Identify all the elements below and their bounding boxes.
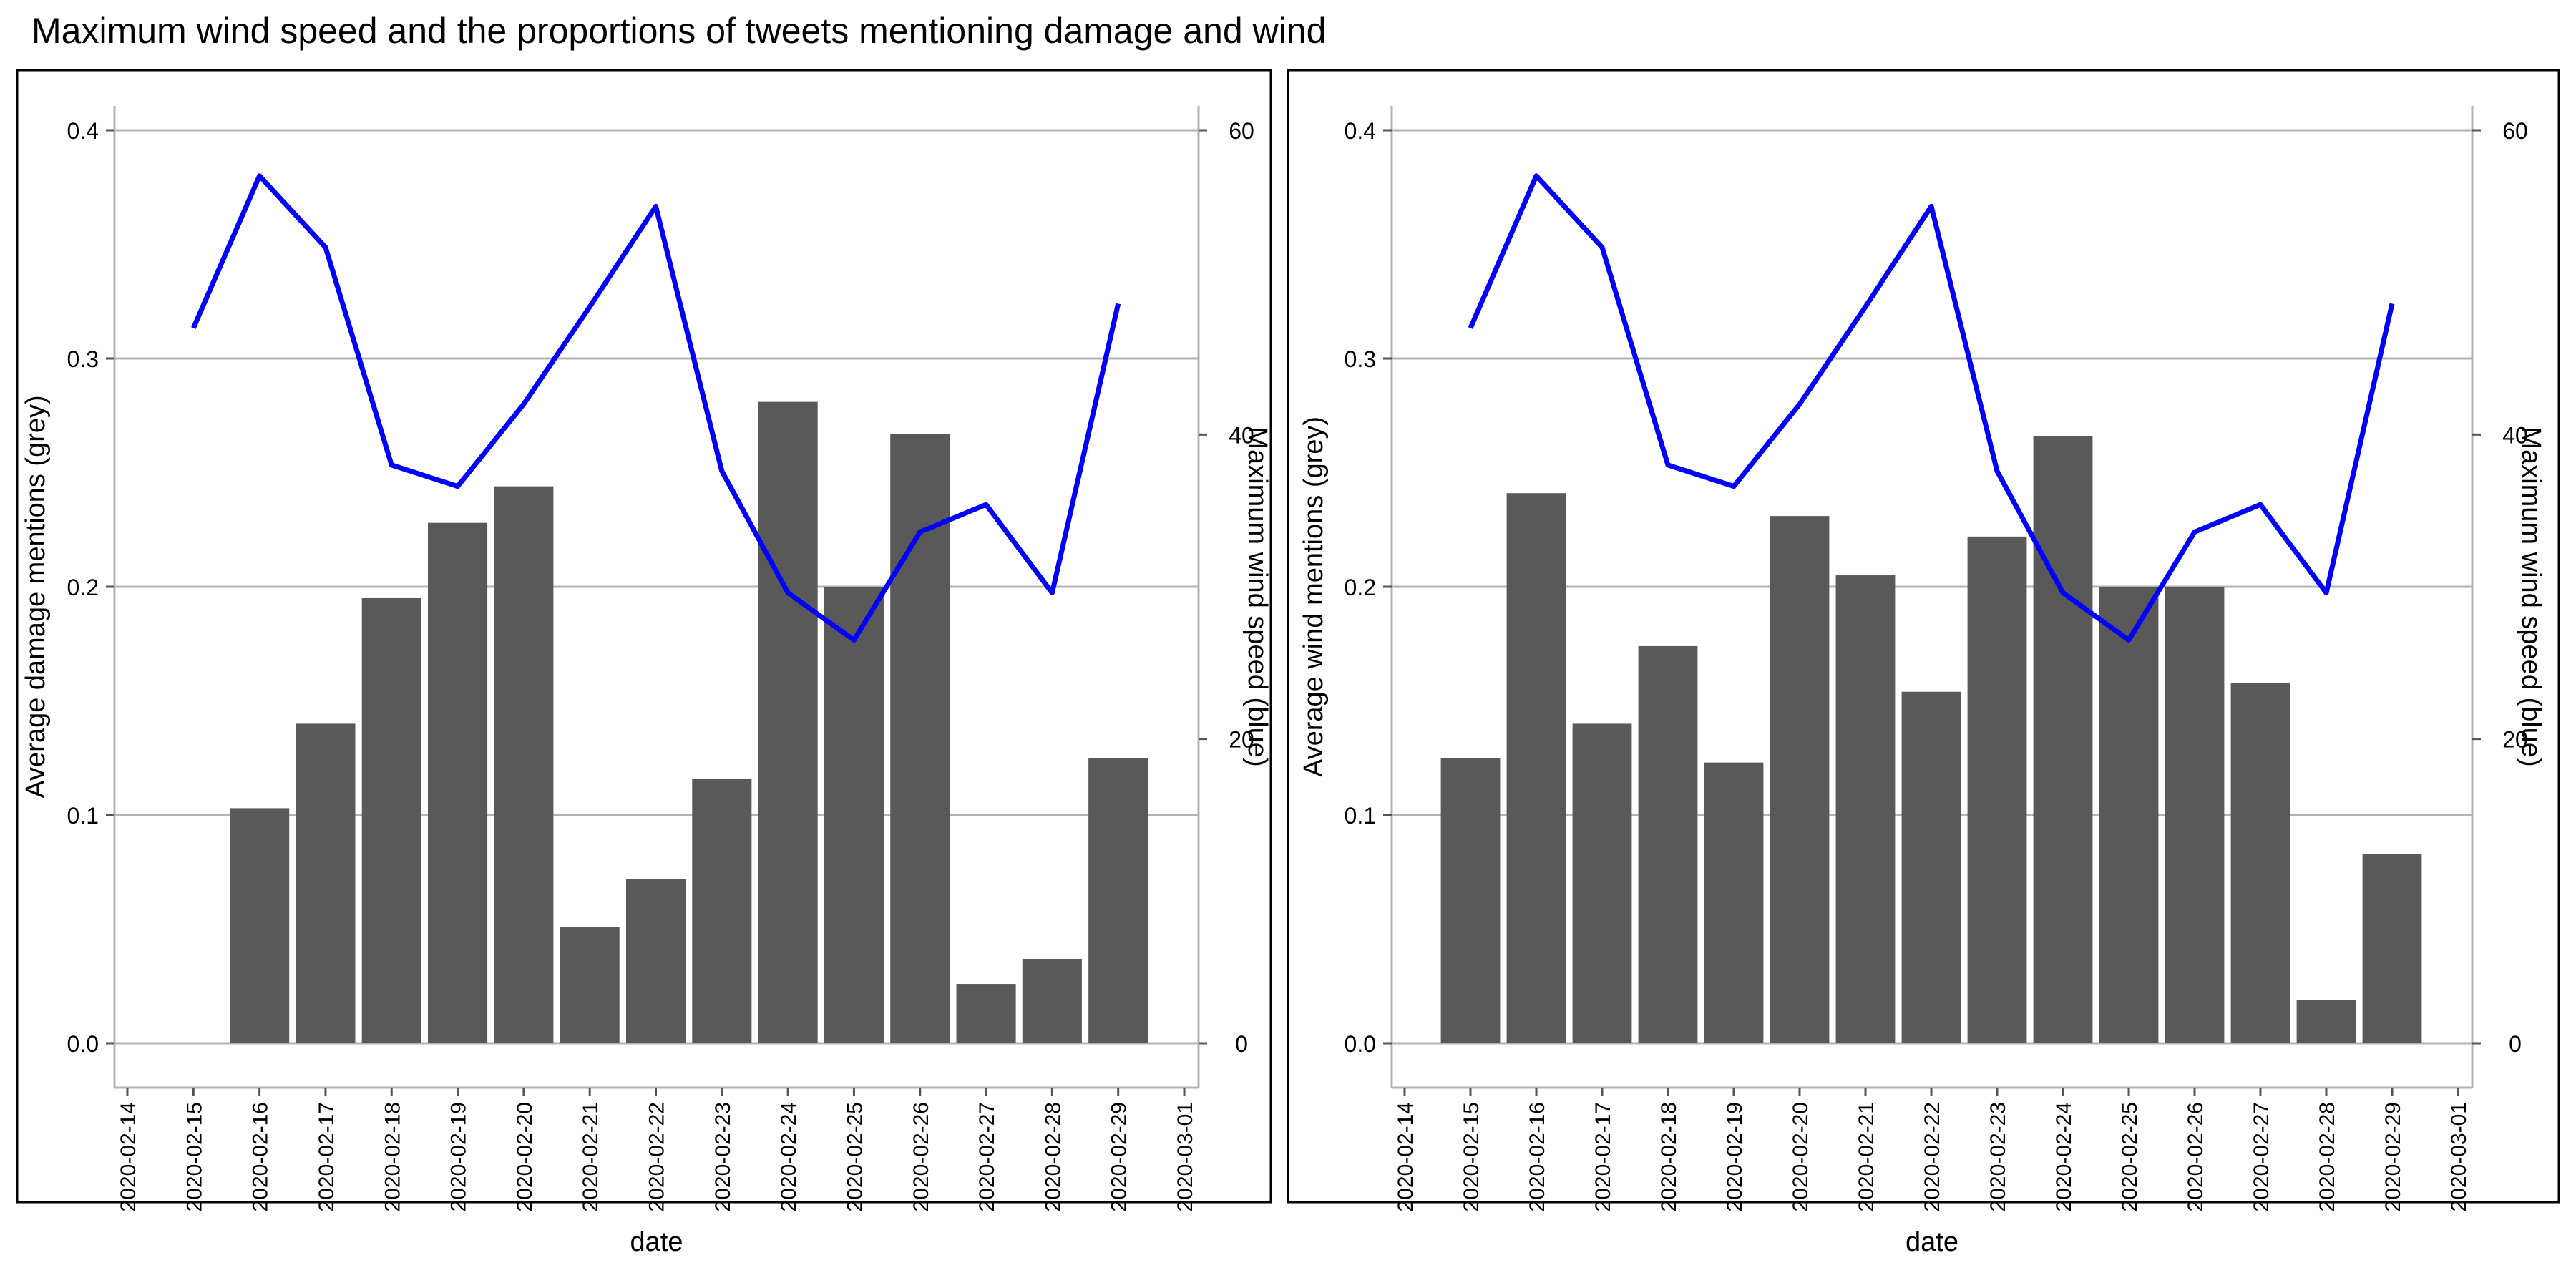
bar bbox=[1967, 536, 2027, 1043]
y2-tick-label: 0 bbox=[2509, 1031, 2522, 1057]
bar bbox=[1506, 493, 1566, 1043]
y-axis-title: Average wind mentions (grey) bbox=[1299, 416, 1329, 777]
wind-panel: 0.0 0.1 0.2 0.3 0.4 0 20 40 60 2020-02-14 2020-02-… bbox=[1287, 69, 2560, 1257]
bar bbox=[1835, 575, 1896, 1043]
x-tick-label: 2020-02-29 bbox=[1108, 1102, 1131, 1211]
y-tick-label: 0.3 bbox=[67, 346, 99, 372]
bar bbox=[494, 486, 554, 1043]
x-tick-label: 2020-02-23 bbox=[1986, 1102, 2010, 1211]
panel-frame bbox=[1287, 69, 2560, 1204]
x-tick-label: 2020-03-01 bbox=[2447, 1102, 2471, 1211]
bar bbox=[1770, 516, 1830, 1043]
figure-title: Maximum wind speed and the proportions o… bbox=[31, 11, 1327, 51]
x-tick-label: 2020-02-22 bbox=[645, 1102, 669, 1211]
x-tick-label: 2020-02-21 bbox=[1855, 1102, 1878, 1211]
wind-speed-line bbox=[1468, 173, 2395, 643]
y-tick-label: 0.4 bbox=[1345, 118, 1376, 144]
y-tick-label: 0.1 bbox=[1345, 803, 1376, 829]
x-tick-label: 2020-02-20 bbox=[513, 1102, 537, 1211]
bar bbox=[1022, 958, 1082, 1043]
x-tick-label: 2020-02-20 bbox=[1789, 1102, 1813, 1211]
bar bbox=[2165, 587, 2225, 1043]
bar bbox=[758, 401, 818, 1043]
bar bbox=[692, 778, 752, 1043]
x-tick-label: 2020-02-29 bbox=[2381, 1102, 2405, 1211]
y-tick-label: 0.0 bbox=[67, 1031, 99, 1057]
x-tick-label: 2020-02-16 bbox=[249, 1102, 273, 1211]
y-tick-label: 0.2 bbox=[1345, 575, 1376, 600]
x-tick-label: 2020-02-24 bbox=[2052, 1102, 2076, 1211]
bar bbox=[2033, 436, 2093, 1043]
bar bbox=[560, 927, 620, 1043]
x-tick-label: 2020-02-23 bbox=[711, 1102, 735, 1211]
x-tick-label: 2020-02-25 bbox=[2118, 1102, 2142, 1211]
bar bbox=[1704, 762, 1764, 1043]
x-tick-label: 2020-02-28 bbox=[2316, 1102, 2339, 1211]
y-tick-label: 0.1 bbox=[67, 803, 99, 829]
bar bbox=[956, 984, 1016, 1043]
x-tick-label: 2020-02-22 bbox=[1921, 1102, 1944, 1211]
bar bbox=[625, 879, 686, 1043]
bar bbox=[2099, 587, 2159, 1043]
y2-tick-label: 0 bbox=[1235, 1031, 1248, 1057]
bar bbox=[2296, 1000, 2356, 1043]
x-tick-label: 2020-02-27 bbox=[975, 1102, 999, 1211]
x-tick-label: 2020-02-26 bbox=[2184, 1102, 2207, 1211]
bar bbox=[2230, 682, 2290, 1043]
x-tick-label: 2020-02-19 bbox=[447, 1102, 471, 1211]
bar bbox=[1901, 691, 1961, 1043]
bar bbox=[428, 522, 488, 1043]
x-tick-label: 2020-02-17 bbox=[315, 1102, 338, 1211]
x-tick-label: 2020-03-01 bbox=[1174, 1102, 1197, 1211]
bar bbox=[1572, 723, 1632, 1043]
bar bbox=[1440, 758, 1501, 1043]
x-tick-label: 2020-02-18 bbox=[381, 1102, 404, 1211]
y-tick-label: 0.2 bbox=[67, 575, 99, 600]
x-tick-label: 2020-02-25 bbox=[843, 1102, 867, 1211]
bar bbox=[824, 587, 884, 1043]
bar bbox=[296, 723, 356, 1043]
x-tick-label: 2020-02-17 bbox=[1591, 1102, 1615, 1211]
y2-tick-label: 20 bbox=[1229, 727, 1254, 753]
x-axis-title: date bbox=[630, 1227, 683, 1257]
y2-axis-title: Maximum wind speed (blue) bbox=[2516, 426, 2546, 766]
bar bbox=[230, 808, 290, 1043]
damage-panel: 0.0 0.1 0.2 0.3 0.4 0 20 40 60 2020-02-14 2020-02-… bbox=[16, 69, 1272, 1257]
x-tick-label: 2020-02-15 bbox=[1460, 1102, 1483, 1211]
bar bbox=[1638, 645, 1698, 1043]
x-tick-label: 2020-02-26 bbox=[909, 1102, 933, 1211]
panel-frame bbox=[16, 69, 1272, 1204]
y2-axis-title: Maximum wind speed (blue) bbox=[1242, 426, 1272, 766]
x-tick-label: 2020-02-18 bbox=[1657, 1102, 1681, 1211]
x-tick-label: 2020-02-14 bbox=[1394, 1102, 1418, 1211]
x-tick-label: 2020-02-28 bbox=[1041, 1102, 1065, 1211]
y2-tick-label: 60 bbox=[2502, 118, 2528, 144]
wind-speed-line bbox=[191, 173, 1121, 643]
y-tick-label: 0.3 bbox=[1345, 346, 1376, 372]
y-tick-label: 0.0 bbox=[1345, 1031, 1376, 1057]
y2-tick-label: 40 bbox=[2502, 422, 2528, 448]
x-tick-label: 2020-02-15 bbox=[182, 1102, 206, 1211]
y2-tick-label: 20 bbox=[2502, 727, 2528, 753]
x-tick-label: 2020-02-24 bbox=[777, 1102, 801, 1211]
x-tick-label: 2020-02-27 bbox=[2250, 1102, 2273, 1211]
x-tick-label: 2020-02-14 bbox=[117, 1102, 140, 1211]
x-tick-label: 2020-02-21 bbox=[579, 1102, 602, 1211]
y-axis-title: Average damage mentions (grey) bbox=[21, 395, 51, 798]
bar bbox=[361, 597, 421, 1043]
y2-tick-label: 60 bbox=[1229, 118, 1254, 144]
x-axis-title: date bbox=[1906, 1227, 1958, 1257]
bar bbox=[1088, 758, 1148, 1043]
y2-tick-label: 40 bbox=[1229, 422, 1254, 448]
x-tick-label: 2020-02-19 bbox=[1723, 1102, 1747, 1211]
x-tick-label: 2020-02-16 bbox=[1526, 1102, 1549, 1211]
y-tick-label: 0.4 bbox=[67, 118, 99, 144]
bar bbox=[2362, 854, 2422, 1043]
